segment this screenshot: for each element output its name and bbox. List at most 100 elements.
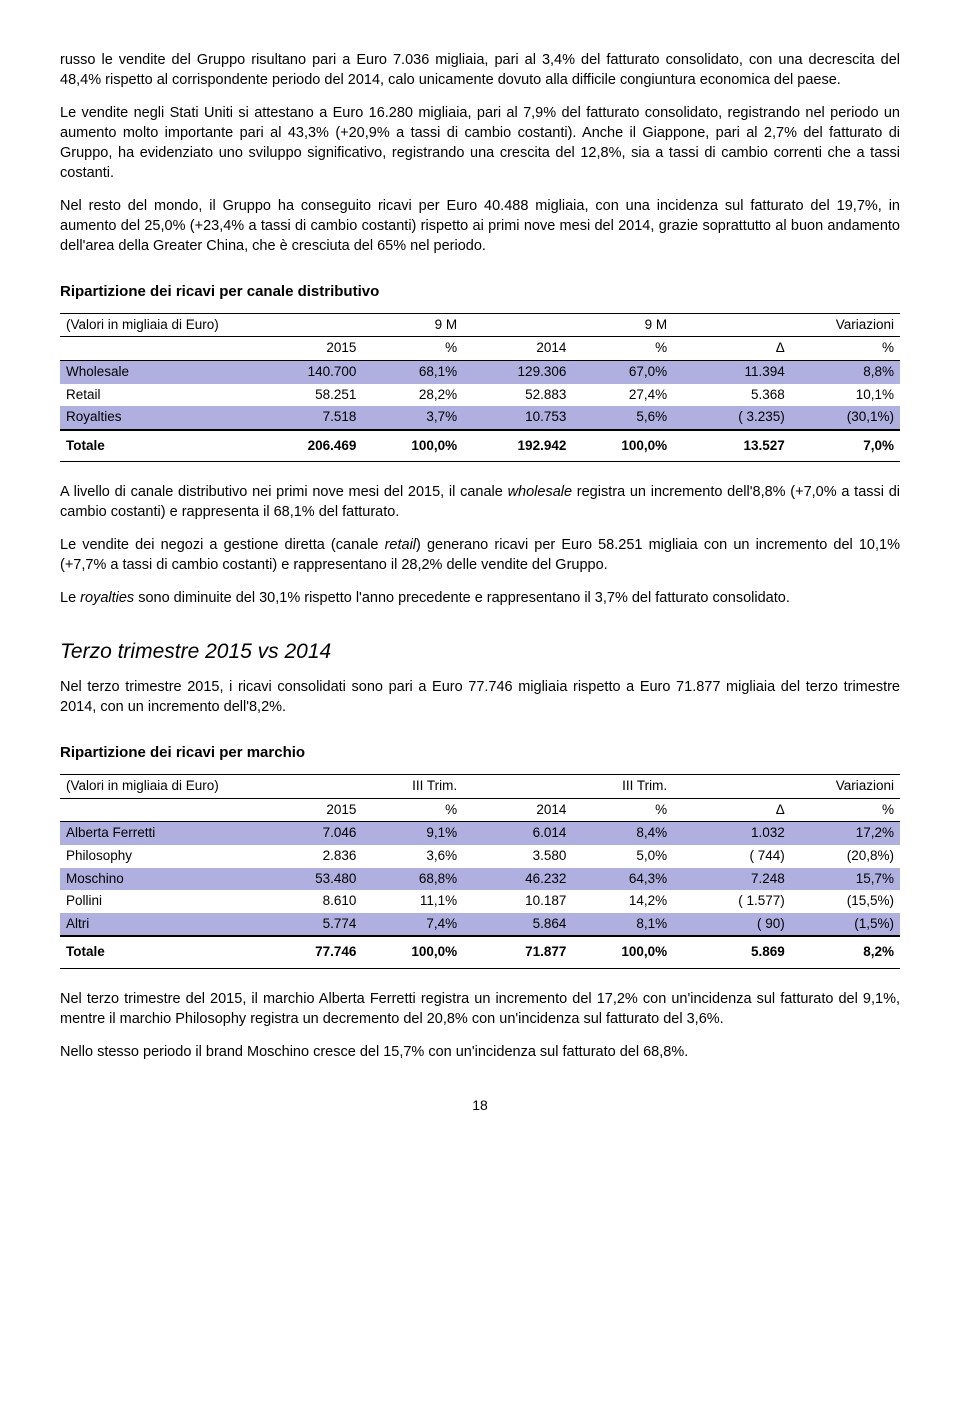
cell: 100,0% <box>362 430 463 462</box>
cell: 7.046 <box>253 822 362 845</box>
cell: ( 3.235) <box>673 406 791 430</box>
subcol: 2014 <box>463 337 572 361</box>
text: Le <box>60 590 80 606</box>
cell: 14,2% <box>572 890 673 913</box>
subcol: 2015 <box>253 798 362 822</box>
cell: 58.251 <box>253 384 362 407</box>
cell: (20,8%) <box>791 845 900 868</box>
cell: 1.032 <box>673 822 791 845</box>
body-paragraph: Le vendite dei negozi a gestione diretta… <box>60 535 900 575</box>
cell: 5.864 <box>463 913 572 937</box>
section-heading: Terzo trimestre 2015 vs 2014 <box>60 638 900 667</box>
col-group: III Trim. <box>463 775 673 799</box>
cell: 8.610 <box>253 890 362 913</box>
subcol: Δ <box>673 798 791 822</box>
cell: 13.527 <box>673 430 791 462</box>
cell: 7,0% <box>791 430 900 462</box>
cell: 206.469 <box>253 430 362 462</box>
cell: 192.942 <box>463 430 572 462</box>
cell: Altri <box>60 913 253 937</box>
table-row: Moschino 53.480 68,8% 46.232 64,3% 7.248… <box>60 868 900 891</box>
cell: 10,1% <box>791 384 900 407</box>
table-subheader-row: 2015 % 2014 % Δ % <box>60 798 900 822</box>
col-group: Variazioni <box>673 775 900 799</box>
table-header-note: (Valori in migliaia di Euro) <box>60 313 253 337</box>
cell: 46.232 <box>463 868 572 891</box>
cell: 67,0% <box>572 360 673 383</box>
cell: ( 744) <box>673 845 791 868</box>
subcol: % <box>572 798 673 822</box>
cell: 7,4% <box>362 913 463 937</box>
cell: (15,5%) <box>791 890 900 913</box>
body-paragraph: Nello stesso periodo il brand Moschino c… <box>60 1042 900 1062</box>
text: Le vendite dei negozi a gestione diretta… <box>60 537 385 553</box>
table-row: Alberta Ferretti 7.046 9,1% 6.014 8,4% 1… <box>60 822 900 845</box>
col-group: 9 M <box>463 313 673 337</box>
cell: 140.700 <box>253 360 362 383</box>
body-paragraph: Le vendite negli Stati Uniti si attestan… <box>60 103 900 183</box>
cell: Totale <box>60 430 253 462</box>
cell: 3,7% <box>362 406 463 430</box>
subcol: % <box>791 337 900 361</box>
cell: 3,6% <box>362 845 463 868</box>
text-italic: retail <box>385 537 416 553</box>
cell: 2.836 <box>253 845 362 868</box>
cell: 8,8% <box>791 360 900 383</box>
cell: 5.368 <box>673 384 791 407</box>
cell: 52.883 <box>463 384 572 407</box>
body-paragraph: A livello di canale distributivo nei pri… <box>60 482 900 522</box>
body-paragraph: Nel resto del mondo, il Gruppo ha conseg… <box>60 196 900 256</box>
subcol: % <box>362 798 463 822</box>
table2-title: Ripartizione dei ricavi per marchio <box>60 743 900 764</box>
text-italic: royalties <box>80 590 134 606</box>
subcol: 2015 <box>253 337 362 361</box>
cell: 64,3% <box>572 868 673 891</box>
subcol: % <box>362 337 463 361</box>
col-group: III Trim. <box>253 775 463 799</box>
col-group: 9 M <box>253 313 463 337</box>
cell: 8,4% <box>572 822 673 845</box>
table-row: Altri 5.774 7,4% 5.864 8,1% ( 90) (1,5%) <box>60 913 900 937</box>
subcol: % <box>572 337 673 361</box>
cell: Pollini <box>60 890 253 913</box>
text: A livello di canale distributivo nei pri… <box>60 484 508 500</box>
cell: 9,1% <box>362 822 463 845</box>
cell: Wholesale <box>60 360 253 383</box>
cell: (30,1%) <box>791 406 900 430</box>
table-subheader-row: 2015 % 2014 % Δ % <box>60 337 900 361</box>
subcol: 2014 <box>463 798 572 822</box>
cell: Royalties <box>60 406 253 430</box>
cell: 7.518 <box>253 406 362 430</box>
cell: 100,0% <box>362 936 463 968</box>
body-paragraph: russo le vendite del Gruppo risultano pa… <box>60 50 900 90</box>
body-paragraph: Nel terzo trimestre del 2015, il marchio… <box>60 989 900 1029</box>
cell: 3.580 <box>463 845 572 868</box>
cell: Philosophy <box>60 845 253 868</box>
body-paragraph: Le royalties sono diminuite del 30,1% ri… <box>60 588 900 608</box>
table-channel-revenues: (Valori in migliaia di Euro) 9 M 9 M Var… <box>60 313 900 463</box>
text-italic: wholesale <box>508 484 573 500</box>
subcol: Δ <box>673 337 791 361</box>
cell: ( 90) <box>673 913 791 937</box>
cell: 27,4% <box>572 384 673 407</box>
cell: 8,2% <box>791 936 900 968</box>
cell: 129.306 <box>463 360 572 383</box>
cell: Moschino <box>60 868 253 891</box>
cell: 11.394 <box>673 360 791 383</box>
cell: 5,6% <box>572 406 673 430</box>
cell: 17,2% <box>791 822 900 845</box>
cell: 28,2% <box>362 384 463 407</box>
cell: 5.869 <box>673 936 791 968</box>
table-header-row: (Valori in migliaia di Euro) 9 M 9 M Var… <box>60 313 900 337</box>
cell: 10.187 <box>463 890 572 913</box>
cell: 10.753 <box>463 406 572 430</box>
col-group: Variazioni <box>673 313 900 337</box>
cell: 8,1% <box>572 913 673 937</box>
cell: Alberta Ferretti <box>60 822 253 845</box>
cell: 71.877 <box>463 936 572 968</box>
cell: 100,0% <box>572 430 673 462</box>
table-total-row: Totale 206.469 100,0% 192.942 100,0% 13.… <box>60 430 900 462</box>
cell: 53.480 <box>253 868 362 891</box>
cell: 11,1% <box>362 890 463 913</box>
cell: 68,8% <box>362 868 463 891</box>
